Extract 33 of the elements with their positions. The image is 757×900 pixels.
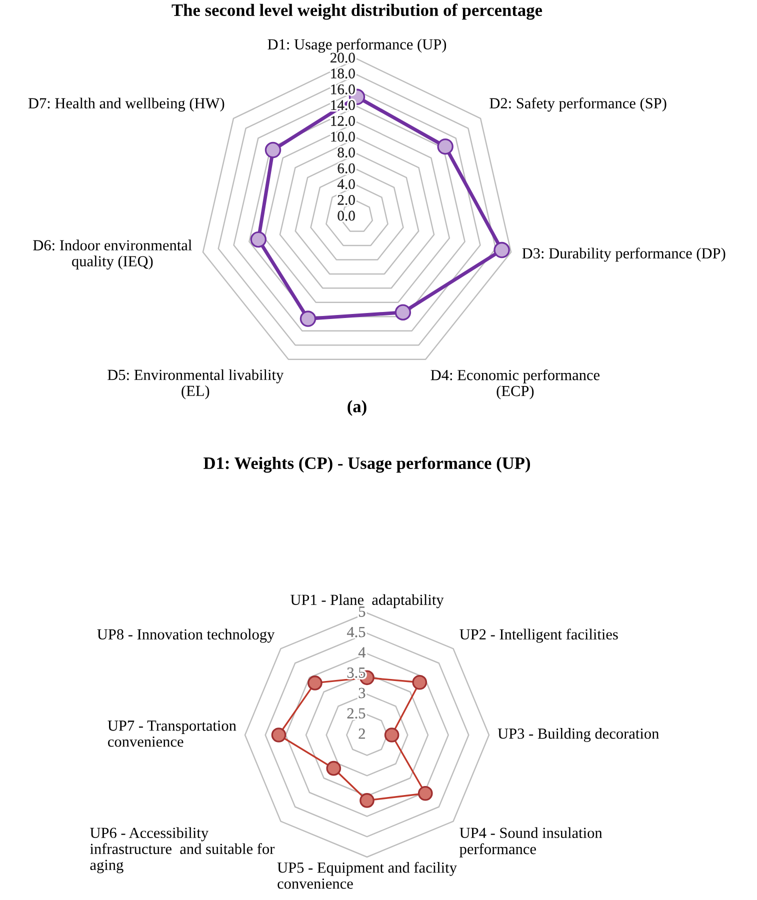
y-tick-label: 4.0 [337,179,355,190]
chart-title: The second level weight distribution of percentage [172,4,542,20]
spoke-label: UP5 - Equipment and facility convenience [277,862,457,889]
y-tick-label: 6.0 [338,163,355,174]
chart-title: D1: Weights (CP) - Usage performance (UP) [204,456,530,473]
y-tick-label: 18.0 [331,68,355,79]
spoke-label: UP7 - Transportation convenience [108,720,236,747]
spoke-label: UP8 - Innovation technology [97,628,275,643]
spoke-label: D2: Safety performance (SP) [490,98,666,112]
y-tick-label: 2.0 [338,195,355,205]
spoke-label: UP6 - Accessibility infrastructure and suitable for aging [90,827,275,874]
spoke-label: UP4 - Sound insulation performance [460,827,602,858]
y-tick-label: 4 [358,647,366,658]
y-tick-label: 8.0 [338,148,355,158]
y-tick-label: 4.5 [346,626,366,638]
y-tick-label: 0.0 [338,210,355,221]
spoke-label: D1: Usage performance (UP) [268,38,446,53]
spoke-label: UP3 - Building decoration [498,728,659,742]
spoke-label: D7: Health and wellbeing (HW) [28,98,224,112]
spoke-label: D6: Indoor environmental quality (IEQ) [33,240,192,270]
y-tick-label: 10.0 [331,132,355,142]
spoke-label: D3: Durability performance (DP) [522,248,726,262]
y-tick-label: 3 [358,688,366,698]
spoke-label: D5: Environmental livability (EL) [108,369,284,400]
y-tick-label: 2 [358,728,365,739]
y-tick-label: 2.5 [347,708,366,719]
y-tick-label: 16.0 [331,84,355,94]
spoke-label: UP2 - Intelligent facilities [460,628,618,643]
y-tick-label: 12.0 [331,116,355,126]
y-tick-label: 20.0 [330,52,355,63]
text: (a) [348,400,366,416]
spoke-label: D4: Economic performance (ECP) [430,369,600,400]
y-tick-label: 5 [359,606,366,617]
